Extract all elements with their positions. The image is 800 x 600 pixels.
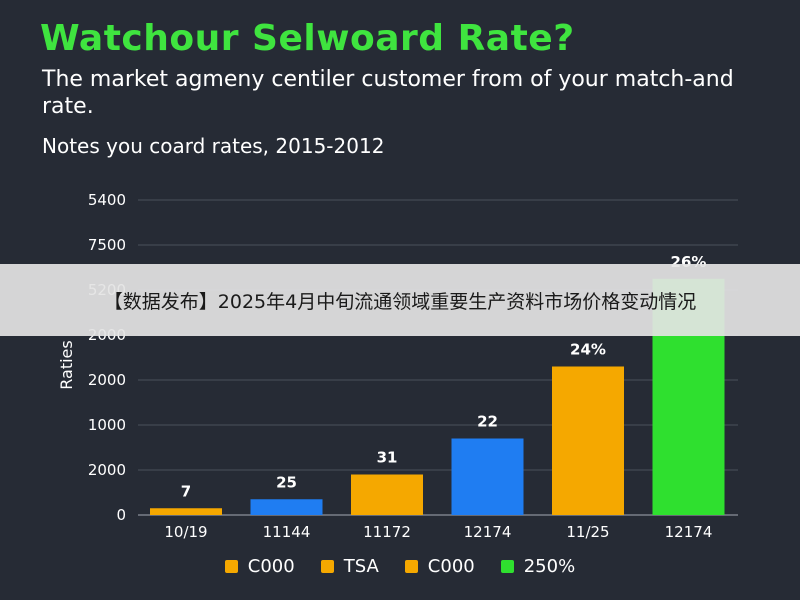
legend-label: C000 — [427, 556, 475, 577]
y-tick-label: 0 — [116, 506, 126, 524]
legend-swatch — [224, 560, 238, 573]
x-tick-label: 10/19 — [164, 523, 207, 541]
legend-label: C000 — [247, 556, 295, 577]
bar-data-label: 24% — [570, 341, 606, 359]
legend-swatch — [320, 560, 334, 573]
y-axis-label: Raties — [57, 340, 76, 389]
legend-label: 250% — [523, 556, 576, 577]
bar — [451, 438, 524, 515]
news-banner[interactable]: 【数据发布】2025年4月中旬流通领域重要生产资料市场价格变动情况 — [0, 264, 800, 336]
y-tick-label: 5400 — [88, 191, 126, 209]
legend-label: TSA — [343, 556, 379, 577]
x-tick-label: 11144 — [263, 523, 311, 541]
x-tick-label: 11172 — [363, 523, 411, 541]
bar-data-label: 22 — [477, 413, 498, 431]
y-tick-label: 2000 — [88, 461, 126, 479]
bar-data-label: 7 — [181, 482, 191, 500]
chart-legend: C000 TSA C000 250% — [0, 556, 800, 577]
bar — [250, 499, 323, 515]
legend-item: C000 — [404, 556, 475, 577]
chart-notes: Notes you coard rates, 2015-2012 — [42, 134, 385, 158]
legend-swatch — [404, 560, 418, 573]
news-banner-text: 【数据发布】2025年4月中旬流通领域重要生产资料市场价格变动情况 — [103, 290, 697, 313]
legend-item: TSA — [320, 556, 379, 577]
legend-item: 250% — [500, 556, 576, 577]
y-tick-label: 2000 — [88, 371, 126, 389]
bar-data-label: 25 — [276, 473, 297, 491]
x-tick-label: 12174 — [464, 523, 512, 541]
chart-subtitle: The market agmeny centiler customer from… — [42, 67, 734, 119]
x-tick-label: 11/25 — [566, 523, 609, 541]
bar — [150, 508, 222, 515]
bar-data-label: 31 — [377, 449, 398, 467]
y-tick-label: 7500 — [88, 236, 126, 254]
bar — [552, 366, 624, 515]
y-tick-label: 1000 — [88, 416, 126, 434]
legend-swatch — [500, 560, 514, 573]
legend-item: C000 — [224, 556, 295, 577]
chart-title: Watchour Selwoard Rate? — [40, 18, 575, 59]
x-tick-label: 12174 — [665, 523, 713, 541]
bar — [351, 474, 423, 515]
